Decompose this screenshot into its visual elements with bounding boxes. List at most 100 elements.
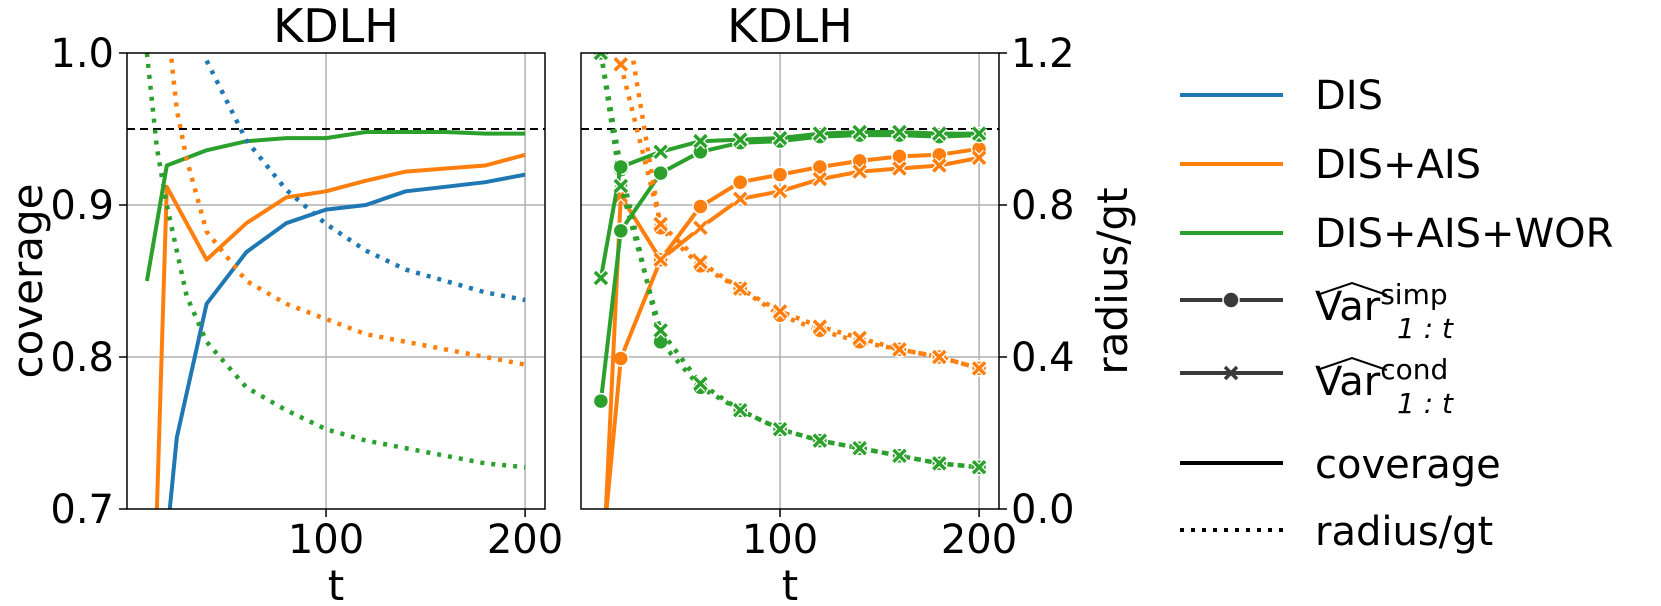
data-point-x (693, 254, 708, 270)
data-point-x (772, 304, 788, 319)
legend-subscript: 1 : t (1397, 312, 1454, 345)
right-panel-title: KDLH (727, 0, 853, 53)
data-point-x (733, 402, 748, 418)
left-plot-frame (126, 52, 546, 510)
data-point-x (852, 124, 867, 140)
series-line (144, 53, 526, 470)
data-point-circle (612, 222, 630, 240)
data-point-x (892, 124, 907, 140)
series-line (167, 172, 526, 509)
data-point-x (892, 448, 907, 464)
data-point-circle (771, 166, 789, 183)
legend-item-radius: radius/gt (1180, 509, 1493, 555)
data-point-x (971, 126, 987, 141)
series-line (144, 130, 526, 282)
legend-var-symbol: Var (1315, 284, 1381, 330)
data-point-x (852, 440, 867, 456)
legend-label: DIS+AIS (1315, 142, 1481, 188)
legend-label: coverage (1315, 442, 1501, 488)
data-point-x (772, 421, 788, 437)
data-point-circle (891, 148, 908, 165)
data-point-x (971, 459, 987, 475)
widehat-icon (1316, 356, 1388, 371)
data-point-x (653, 216, 668, 232)
data-point-x (693, 220, 708, 236)
data-point-x (932, 126, 947, 141)
data-point-x (812, 126, 828, 141)
data-point-x (932, 349, 947, 365)
right-plot-frame (580, 52, 1000, 510)
data-point-x (812, 433, 828, 448)
legend-marker-circle (1222, 291, 1240, 309)
data-point-x (812, 319, 828, 334)
data-point-circle (612, 350, 630, 367)
data-point-x (593, 270, 609, 286)
data-point-x (852, 164, 867, 179)
legend-item-coverage: coverage (1180, 442, 1501, 488)
data-point-circle (811, 158, 829, 176)
legend-item-dis-ais-wor: DIS+AIS+WOR (1180, 211, 1613, 257)
left-x-ticks: 100 200 (288, 517, 563, 563)
data-point-x (812, 171, 828, 187)
data-point-circle (731, 173, 749, 191)
right-panel: KDLH 0.0 0.4 0.8 1.2 100 200 t radius/gt (580, 0, 1137, 606)
data-point-x (693, 376, 708, 391)
y2-tick-label: 1.2 (1011, 31, 1075, 77)
data-point-x (733, 281, 748, 296)
legend-label: radius/gt (1315, 509, 1493, 555)
data-point-circle (592, 392, 610, 410)
x-tick-label: 100 (288, 517, 364, 563)
data-point-x (653, 323, 668, 338)
data-point-circle (692, 198, 709, 215)
y-tick-label: 0.7 (50, 487, 114, 533)
x-tick-label: 100 (742, 517, 818, 563)
data-point-x (613, 57, 629, 72)
right-y2-ticks: 0.0 0.4 0.8 1.2 (1011, 31, 1075, 533)
legend-item-var-simp: Varsimp 1 : t (1180, 278, 1454, 345)
legend-item-dis-ais: DIS+AIS (1180, 142, 1481, 188)
legend-marker-x (1223, 365, 1239, 381)
y-tick-label: 0.9 (50, 183, 114, 229)
data-point-x (892, 342, 907, 357)
left-y-axis-title: coverage (3, 184, 52, 379)
x-tick-label: 200 (487, 517, 563, 563)
right-gridlines (581, 52, 1007, 517)
data-point-x (693, 133, 708, 149)
data-point-circle (612, 158, 630, 176)
data-point-x (733, 132, 748, 147)
data-point-x (971, 150, 987, 166)
y2-tick-label: 0.8 (1011, 183, 1075, 229)
series-line (154, 152, 526, 509)
data-point-x (613, 178, 629, 194)
series-line (604, 146, 980, 509)
series-line (204, 59, 526, 303)
series-line (629, 53, 980, 371)
x-tick-label: 200 (941, 517, 1017, 563)
series-line (618, 63, 980, 371)
series-line (168, 53, 526, 367)
data-point-x (653, 144, 668, 160)
data-point-x (593, 53, 609, 61)
left-y-ticks: 0.7 0.8 0.9 1.0 (50, 31, 114, 533)
legend-label: DIS+AIS+WOR (1315, 211, 1613, 257)
right-series-layer (592, 53, 988, 577)
right-y-axis-title: radius/gt (1088, 187, 1137, 374)
y-tick-label: 1.0 (50, 31, 114, 77)
data-point-x (932, 158, 947, 173)
widehat-icon (1316, 281, 1388, 296)
data-point-x (653, 252, 668, 267)
legend-superscript: cond (1380, 353, 1448, 386)
data-point-circle (652, 164, 669, 182)
right-x-ticks: 100 200 (742, 517, 1017, 563)
legend-label: Varcond 1 : t (1315, 353, 1454, 420)
left-series-layer (144, 53, 526, 509)
left-panel: KDLH 0.7 0.8 0.9 1.0 100 200 t coverage (3, 0, 563, 606)
legend-item-dis: DIS (1180, 73, 1383, 119)
data-point-x (971, 361, 987, 376)
legend-label: DIS (1315, 73, 1383, 119)
data-point-x (733, 191, 748, 207)
data-point-circle (593, 562, 608, 577)
data-point-x (852, 330, 867, 346)
left-x-axis-title: t (328, 561, 344, 606)
